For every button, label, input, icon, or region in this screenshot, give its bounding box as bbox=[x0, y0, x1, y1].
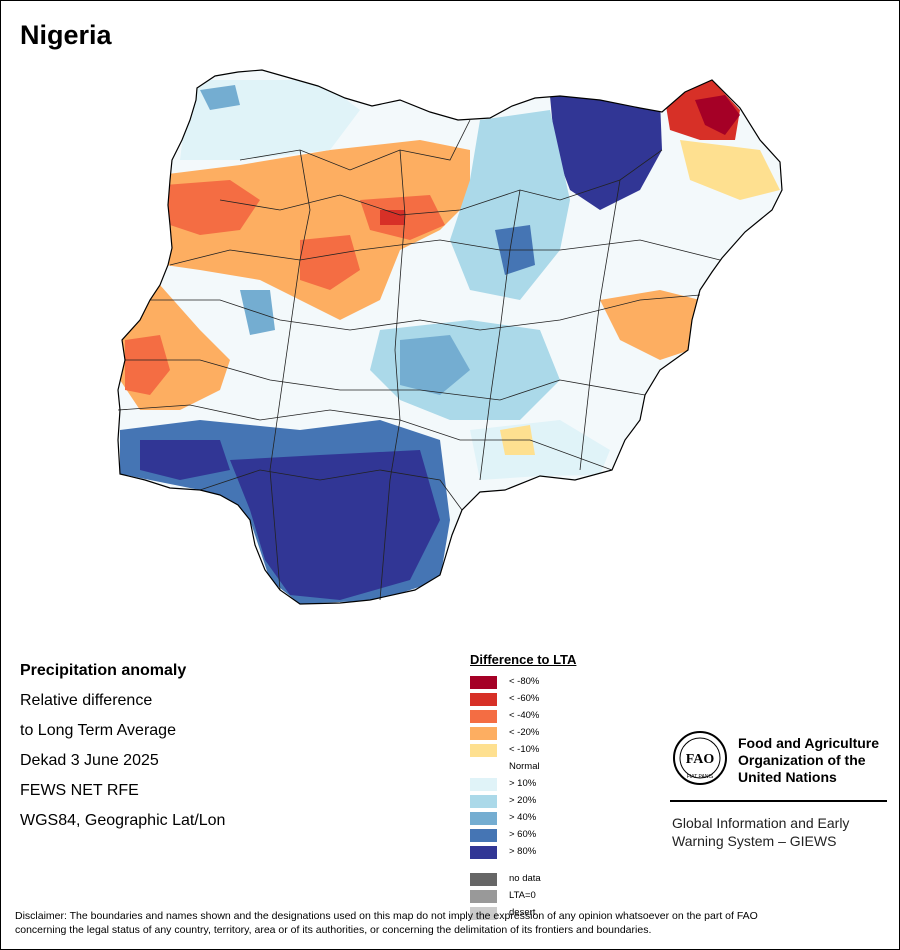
wet-zone-northeast bbox=[450, 110, 570, 300]
legend-swatch bbox=[470, 693, 497, 706]
legend-label: < -20% bbox=[509, 727, 540, 738]
info-line1: Relative difference bbox=[20, 692, 153, 709]
state-boundaries bbox=[117, 119, 721, 601]
nigeria-anomaly-map bbox=[117, 69, 783, 605]
legend-row: LTA=0 bbox=[470, 888, 576, 905]
state-boundary bbox=[150, 294, 701, 331]
legend-row: < -40% bbox=[470, 708, 576, 725]
legend-swatch bbox=[470, 795, 497, 808]
legend-other-group: no data LTA=0 desert bbox=[470, 871, 576, 922]
wet-core-south bbox=[230, 450, 440, 600]
legend-label: < -60% bbox=[509, 693, 540, 704]
legend-label: < -40% bbox=[509, 710, 540, 721]
state-boundary bbox=[479, 189, 521, 481]
state-boundary bbox=[269, 149, 311, 591]
legend-wet-group: > 10% > 20% > 40% > 60% > 80% bbox=[470, 776, 576, 861]
dry-core-west bbox=[165, 180, 260, 235]
disclaimer-line2: concerning the legal status of any count… bbox=[15, 924, 652, 936]
fao-name: Food and Agriculture Organization of the… bbox=[738, 735, 898, 786]
legend-row: < -80% bbox=[470, 674, 576, 691]
legend-row: < -20% bbox=[470, 725, 576, 742]
fao-name-line3: United Nations bbox=[738, 769, 837, 785]
legend-row: > 40% bbox=[470, 810, 576, 827]
divider bbox=[670, 800, 887, 802]
info-line2: to Long Term Average bbox=[20, 722, 176, 739]
state-boundary bbox=[579, 179, 621, 471]
legend-label: > 40% bbox=[509, 812, 537, 823]
map-info: Precipitation anomaly Relative differenc… bbox=[20, 656, 225, 836]
wet-core-southwest bbox=[140, 440, 230, 480]
legend-swatch bbox=[470, 873, 497, 886]
fao-logo-motto: FIAT PANIS bbox=[687, 774, 714, 780]
legend-dry-group: < -80% < -60% < -40% < -20% < -10% bbox=[470, 674, 576, 759]
legend-swatch bbox=[470, 907, 497, 920]
dry-core-kaduna bbox=[300, 235, 360, 290]
legend-label: > 80% bbox=[509, 846, 537, 857]
legend-label: < -10% bbox=[509, 744, 540, 755]
disclaimer-line1: Disclaimer: The boundaries and names sho… bbox=[15, 910, 758, 922]
legend-swatch bbox=[470, 744, 497, 757]
state-boundary bbox=[125, 359, 646, 401]
dry-spot-1 bbox=[380, 210, 405, 225]
legend-normal-label: Normal bbox=[509, 761, 540, 772]
state-boundary bbox=[117, 404, 613, 471]
dry-zone-east bbox=[600, 290, 700, 360]
fao-name-line2: Organization of the bbox=[738, 752, 866, 768]
legend-swatch bbox=[470, 846, 497, 859]
legend-title: Difference to LTA bbox=[470, 652, 577, 667]
legend-label: > 20% bbox=[509, 795, 537, 806]
legend-swatch bbox=[470, 829, 497, 842]
dry-core-far-northeast bbox=[695, 95, 740, 135]
legend-swatch bbox=[470, 778, 497, 791]
state-boundary bbox=[169, 239, 721, 266]
legend-row: > 20% bbox=[470, 793, 576, 810]
legend-label: no data bbox=[509, 873, 541, 884]
giews-line2: Warning System – GIEWS bbox=[672, 833, 837, 849]
legend-row: > 10% bbox=[470, 776, 576, 793]
dry-core-southwest bbox=[125, 335, 170, 395]
wet-spot-sokoto bbox=[200, 85, 240, 110]
legend-label: > 60% bbox=[509, 829, 537, 840]
country-outline bbox=[117, 69, 783, 605]
giews-name: Global Information and Early Warning Sys… bbox=[672, 814, 849, 850]
disclaimer: Disclaimer: The boundaries and names sho… bbox=[15, 909, 895, 937]
legend-label: LTA=0 bbox=[509, 890, 536, 901]
legend-swatch bbox=[470, 710, 497, 723]
legend-swatch bbox=[470, 890, 497, 903]
state-boundary bbox=[219, 149, 663, 216]
dry-zone-borno bbox=[680, 140, 780, 200]
info-projection: WGS84, Geographic Lat/Lon bbox=[20, 812, 226, 829]
legend-normal-row: Normal bbox=[470, 759, 576, 776]
fao-logo-icon: FAO FIAT PANIS bbox=[673, 731, 727, 785]
giews-line1: Global Information and Early bbox=[672, 815, 850, 831]
legend-swatch bbox=[470, 812, 497, 825]
map-title: Nigeria bbox=[20, 20, 112, 50]
legend: Difference to LTA < -80% < -60% < -40% < -2… bbox=[470, 652, 576, 922]
state-boundary bbox=[199, 469, 463, 511]
legend-row: desert bbox=[470, 905, 576, 922]
legend-swatch bbox=[470, 727, 497, 740]
legend-row: < -10% bbox=[470, 742, 576, 759]
state-boundary bbox=[239, 119, 471, 171]
wet-core-northeast bbox=[550, 96, 662, 210]
info-heading: Precipitation anomaly bbox=[20, 662, 187, 679]
state-boundary bbox=[379, 149, 406, 601]
wet-spot-central bbox=[400, 335, 470, 395]
fao-logo-letters: FAO bbox=[686, 752, 715, 767]
legend-row: > 60% bbox=[470, 827, 576, 844]
legend-label: > 10% bbox=[509, 778, 537, 789]
info-source: FEWS NET RFE bbox=[20, 782, 139, 799]
legend-swatch bbox=[470, 676, 497, 689]
legend-row: > 80% bbox=[470, 844, 576, 861]
info-period: Dekad 3 June 2025 bbox=[20, 752, 159, 769]
legend-label: < -80% bbox=[509, 676, 540, 687]
legend-label: desert bbox=[509, 907, 536, 918]
anomaly-raster bbox=[118, 70, 782, 604]
fao-name-line1: Food and Agriculture bbox=[738, 735, 880, 751]
legend-row: < -60% bbox=[470, 691, 576, 708]
legend-row: no data bbox=[470, 871, 576, 888]
